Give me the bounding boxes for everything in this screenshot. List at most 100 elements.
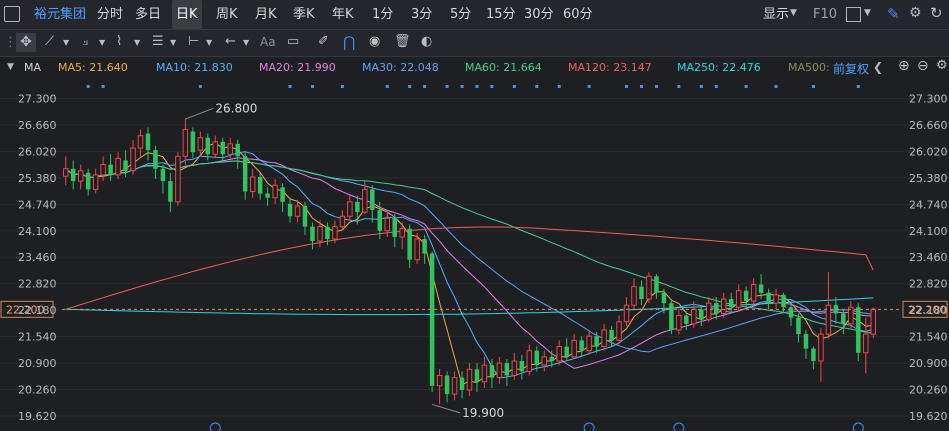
candle [534,346,540,372]
period-tab-3min[interactable]: 3分 [411,7,433,22]
text-tool-icon[interactable]: Aa [260,35,276,49]
event-dot[interactable] [490,85,494,88]
panel-toggle-icon[interactable] [4,6,20,22]
event-dot[interactable] [423,85,427,88]
event-dot[interactable] [460,85,464,88]
chevron-down-icon[interactable]: ▼ [864,8,871,18]
candlestick-chart[interactable]: 27.300 27.300 26.660 26.660 26.020 26.020 25.3… [0,80,949,431]
ma-label[interactable]: MA [24,61,42,74]
y-tick-label-left: 27.300 [18,92,57,105]
event-dot[interactable] [445,85,449,88]
channel-tool-icon[interactable]: ⟓ [82,34,89,49]
period-tab-30min[interactable]: 30分 [524,7,554,22]
period-tab-daily[interactable]: 日K [172,0,202,29]
pen-icon[interactable]: ✎ [887,5,900,23]
event-dot[interactable] [475,85,479,88]
event-dot[interactable] [856,85,860,88]
chevron-left-icon[interactable]: ❮ [873,60,884,74]
event-dot[interactable] [639,85,643,88]
period-tab-1min[interactable]: 1分 [372,7,394,22]
remove-icon[interactable]: ⊖ [917,58,929,74]
period-tab-monthly[interactable]: 月K [255,7,277,22]
y-tick-label-right: 23.460 [909,251,948,264]
event-dot[interactable] [654,85,658,88]
magnet-icon[interactable]: ⋂ [343,33,356,51]
note-tool-icon[interactable]: ▭ [287,34,300,49]
event-dot[interactable] [86,85,90,88]
event-dot[interactable] [408,85,412,88]
event-dot[interactable] [811,85,815,88]
wave-tool-icon[interactable]: ⌇ [116,34,123,49]
candle [272,179,278,204]
adjust-button[interactable]: 前复权 [833,62,870,76]
period-tab-weekly[interactable]: 周K [216,7,238,22]
candle [639,280,644,306]
event-circle[interactable] [209,422,221,431]
candle [646,272,652,304]
layout-box-icon[interactable] [846,7,861,22]
y-tick-label-left: 19.620 [18,410,57,423]
fib-tool-icon[interactable]: ☰ [152,34,164,49]
event-dot[interactable] [714,85,718,88]
event-dot[interactable] [101,85,105,88]
event-dot[interactable] [310,85,314,88]
candle [556,340,562,366]
event-circle[interactable] [673,422,685,431]
chevron-down-icon[interactable]: ▼ [63,38,70,47]
y-tick-label-right: 22.820 [909,278,948,291]
ma120-line [65,226,874,310]
eraser-icon[interactable]: ✐ [318,34,329,49]
toggle-icon[interactable]: ◐ [421,34,433,49]
candle [841,309,846,335]
event-dot[interactable] [744,85,748,88]
candle [631,278,637,310]
chevron-down-icon[interactable]: ▼ [170,38,177,47]
line-tool-icon[interactable]: ⟋ [45,34,55,49]
event-dot[interactable] [625,85,629,88]
gear-icon[interactable]: ⚙ [936,58,948,73]
y-tick-label-right: 20.260 [909,384,948,397]
event-dot[interactable] [699,85,703,88]
event-dot[interactable] [587,85,591,88]
event-dot[interactable] [512,85,516,88]
f10-button[interactable]: F10 [813,7,838,22]
candle [265,187,270,206]
annotation-label: 26.800 [215,101,257,115]
chevron-down-icon[interactable]: ▼ [243,38,250,47]
event-dot[interactable] [677,85,681,88]
event-dot[interactable] [198,85,202,88]
period-tab-intraday[interactable]: 分时 [97,7,124,22]
eye-icon[interactable]: ◉ [369,34,381,49]
crosshair-icon[interactable]: ✥ [16,33,36,52]
event-circle[interactable] [583,422,595,431]
candle [496,356,503,384]
chevron-down-icon[interactable]: ▼ [206,38,213,47]
event-dot[interactable] [340,85,344,88]
trash-icon[interactable]: 🗑 [394,34,411,49]
stock-name[interactable]: 裕元集团 [34,7,87,22]
event-dot[interactable] [288,85,292,88]
event-dot[interactable] [535,85,539,88]
chevron-down-icon[interactable]: ▼ [134,38,141,47]
candle [796,313,801,343]
period-tab-60min[interactable]: 60分 [563,7,593,22]
chevron-down-icon[interactable]: ▼ [790,8,797,18]
event-dot[interactable] [557,85,561,88]
period-tab-15min[interactable]: 15分 [486,7,516,22]
range-tool-icon[interactable]: ⊢ [188,34,200,49]
ma10-value: MA10: 21.830 [156,61,233,74]
event-dot[interactable] [385,85,389,88]
period-tab-multiday[interactable]: 多日 [135,7,162,22]
display-menu[interactable]: 显示 [763,7,790,22]
period-tab-5min[interactable]: 5分 [450,7,472,22]
chevron-down-icon[interactable]: ▼ [7,62,14,72]
period-tab-quarterly[interactable]: 季K [293,7,315,22]
arrow-tool-icon[interactable]: ← [225,34,236,49]
event-circle[interactable] [852,422,864,431]
refresh-icon[interactable]: ↻ [930,4,943,22]
add-icon[interactable]: ⊕ [898,58,910,74]
chevron-down-icon[interactable]: ▼ [99,38,106,47]
settings-icon[interactable]: ⚙ [909,5,922,21]
period-tab-yearly[interactable]: 年K [332,7,354,22]
event-dot[interactable] [774,85,778,88]
